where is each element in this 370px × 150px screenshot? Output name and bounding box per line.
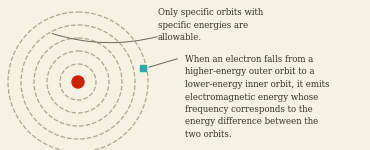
Circle shape xyxy=(72,76,84,88)
Text: When an electron falls from a
higher-energy outer orbit to a
lower-energy inner : When an electron falls from a higher-ene… xyxy=(185,55,330,139)
Point xyxy=(140,67,146,69)
Text: Only specific orbits with
specific energies are
allowable.: Only specific orbits with specific energ… xyxy=(158,8,263,42)
